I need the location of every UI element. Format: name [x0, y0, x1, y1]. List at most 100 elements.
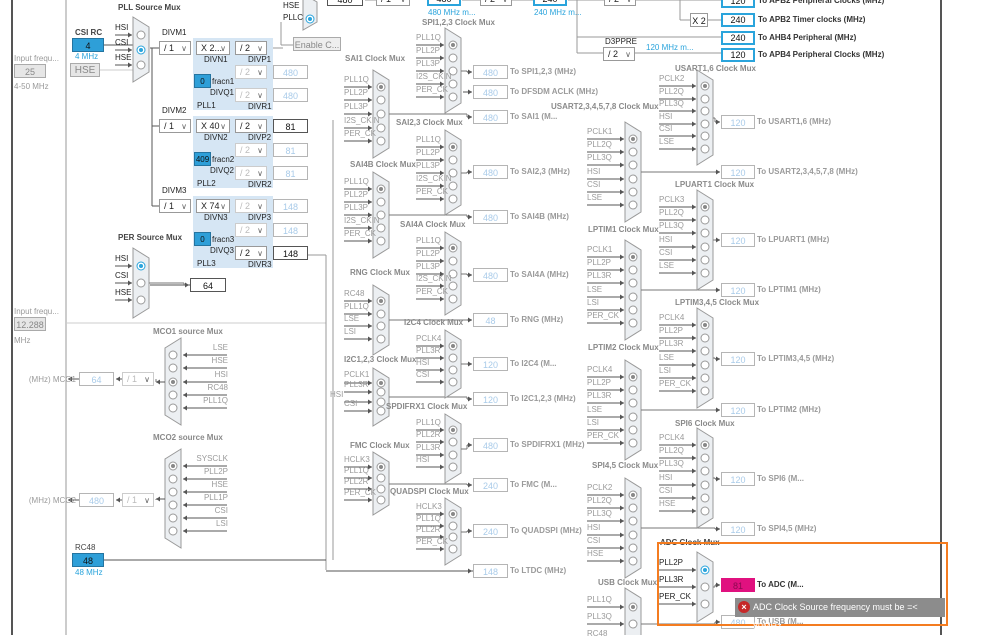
mux-shape[interactable] — [624, 121, 642, 223]
mux-shape[interactable] — [444, 413, 462, 484]
mux-radio[interactable] — [168, 513, 178, 523]
divp-select[interactable]: / 2 ∨ — [235, 119, 267, 133]
divr-select[interactable]: / 2 ∨ — [235, 166, 267, 180]
mux-radio[interactable] — [628, 187, 638, 197]
csi-rc-value[interactable]: 4 — [72, 38, 104, 52]
mux-radio[interactable] — [628, 543, 638, 553]
hclk-value[interactable]: 240 — [533, 0, 567, 6]
d1cpre-select[interactable]: / 1∨ — [376, 0, 410, 6]
divp-select[interactable]: / 2 ∨ — [235, 41, 267, 55]
divn-select[interactable]: X 40 ∨ — [196, 119, 230, 133]
mux-radio[interactable] — [628, 147, 638, 157]
mux-radio[interactable] — [628, 278, 638, 288]
mux-radio[interactable] — [628, 412, 638, 422]
mux-radio[interactable] — [628, 385, 638, 395]
mux-radio[interactable] — [700, 228, 710, 238]
divm-select[interactable]: / 1 ∨ — [159, 199, 191, 213]
mux-radio[interactable] — [376, 397, 386, 407]
mux-shape[interactable] — [164, 448, 182, 549]
mux-radio[interactable] — [628, 160, 638, 170]
mux-radio[interactable] — [448, 294, 458, 304]
mux-radio[interactable] — [628, 425, 638, 435]
mux-radio[interactable] — [448, 353, 458, 363]
mux-radio[interactable] — [376, 387, 386, 397]
mux-radio[interactable] — [700, 373, 710, 383]
divq-select[interactable]: / 2 ∨ — [235, 223, 267, 237]
mux-radio[interactable] — [376, 473, 386, 483]
hpre-select[interactable]: / 2∨ — [480, 0, 512, 6]
mux-radio[interactable] — [448, 281, 458, 291]
mux-radio[interactable] — [376, 123, 386, 133]
mux-radio[interactable] — [700, 106, 710, 116]
mux-radio[interactable] — [700, 386, 710, 396]
divn-select[interactable]: X 74 ∨ — [196, 199, 230, 213]
mux-radio[interactable] — [448, 544, 458, 554]
mux-radio[interactable] — [376, 406, 386, 416]
mux-radio[interactable] — [448, 521, 458, 531]
frac-value[interactable]: 0 — [194, 74, 211, 88]
hse-input-frequency[interactable]: 25 — [14, 64, 46, 78]
mux-radio[interactable] — [628, 318, 638, 328]
mux-radio[interactable] — [628, 292, 638, 302]
divm-select[interactable]: / 1 ∨ — [159, 41, 191, 55]
divm-select[interactable]: / 1 ∨ — [159, 119, 191, 133]
mux-radio[interactable] — [628, 438, 638, 448]
mux-radio[interactable] — [448, 181, 458, 191]
mux-radio[interactable] — [448, 365, 458, 375]
mux-radio[interactable] — [700, 242, 710, 252]
mux-radio[interactable] — [136, 295, 146, 305]
mux-radio[interactable] — [628, 174, 638, 184]
mux-radio[interactable] — [448, 155, 458, 165]
mux-radio[interactable] — [448, 532, 458, 542]
mux-radio[interactable] — [448, 194, 458, 204]
mux-radio[interactable] — [376, 495, 386, 505]
rc48-value[interactable]: 48 — [72, 553, 104, 567]
mux-radio[interactable] — [136, 30, 146, 40]
mux-radio[interactable] — [376, 236, 386, 246]
mux-radio[interactable] — [168, 487, 178, 497]
divq-select[interactable]: / 2 ∨ — [235, 65, 267, 79]
mux-radio[interactable] — [136, 60, 146, 70]
mux-radio[interactable] — [448, 168, 458, 178]
mux-radio[interactable] — [168, 526, 178, 536]
mux-radio[interactable] — [168, 403, 178, 413]
mux-radio[interactable] — [700, 215, 710, 225]
mux-radio[interactable] — [448, 66, 458, 76]
mux-shape[interactable] — [624, 239, 642, 341]
d3ppre-select[interactable]: / 2 ∨ — [603, 47, 635, 61]
mux-radio[interactable] — [700, 119, 710, 129]
mux-radio[interactable] — [700, 360, 710, 370]
mux-radio[interactable] — [700, 506, 710, 516]
mux-radio[interactable] — [628, 619, 638, 629]
mux-radio[interactable] — [376, 109, 386, 119]
mux-radio[interactable] — [376, 321, 386, 331]
divr-select[interactable]: / 2 ∨ — [235, 88, 267, 102]
divr-select[interactable]: / 2 ∨ — [235, 246, 267, 260]
d2ppre2-select[interactable]: / 2∨ — [604, 0, 636, 6]
mux-radio[interactable] — [376, 197, 386, 207]
mux-radio[interactable] — [376, 210, 386, 220]
frac-value[interactable]: 0 — [194, 232, 211, 246]
mux-radio[interactable] — [376, 95, 386, 105]
mux-shape[interactable] — [696, 189, 714, 291]
mux-radio[interactable] — [168, 350, 178, 360]
mux-shape[interactable] — [372, 367, 390, 427]
mux-radio[interactable] — [628, 530, 638, 540]
mux-radio[interactable] — [628, 556, 638, 566]
mux-shape[interactable] — [696, 69, 714, 166]
mco-divider-select[interactable]: / 1 ∨ — [122, 493, 154, 507]
mux-radio[interactable] — [448, 79, 458, 89]
mux-radio[interactable] — [448, 269, 458, 279]
mux-radio[interactable] — [168, 474, 178, 484]
mux-radio[interactable] — [376, 484, 386, 494]
mux-radio[interactable] — [700, 94, 710, 104]
mux-shape[interactable] — [372, 284, 390, 356]
cpu-clock-value[interactable]: 480 — [427, 0, 461, 6]
mux-shape[interactable] — [624, 477, 642, 579]
mux-shape[interactable] — [372, 451, 390, 516]
mux-radio[interactable] — [628, 265, 638, 275]
mux-radio[interactable] — [376, 223, 386, 233]
mux-radio[interactable] — [376, 334, 386, 344]
mux-shape[interactable] — [696, 307, 714, 409]
mux-radio[interactable] — [448, 92, 458, 102]
